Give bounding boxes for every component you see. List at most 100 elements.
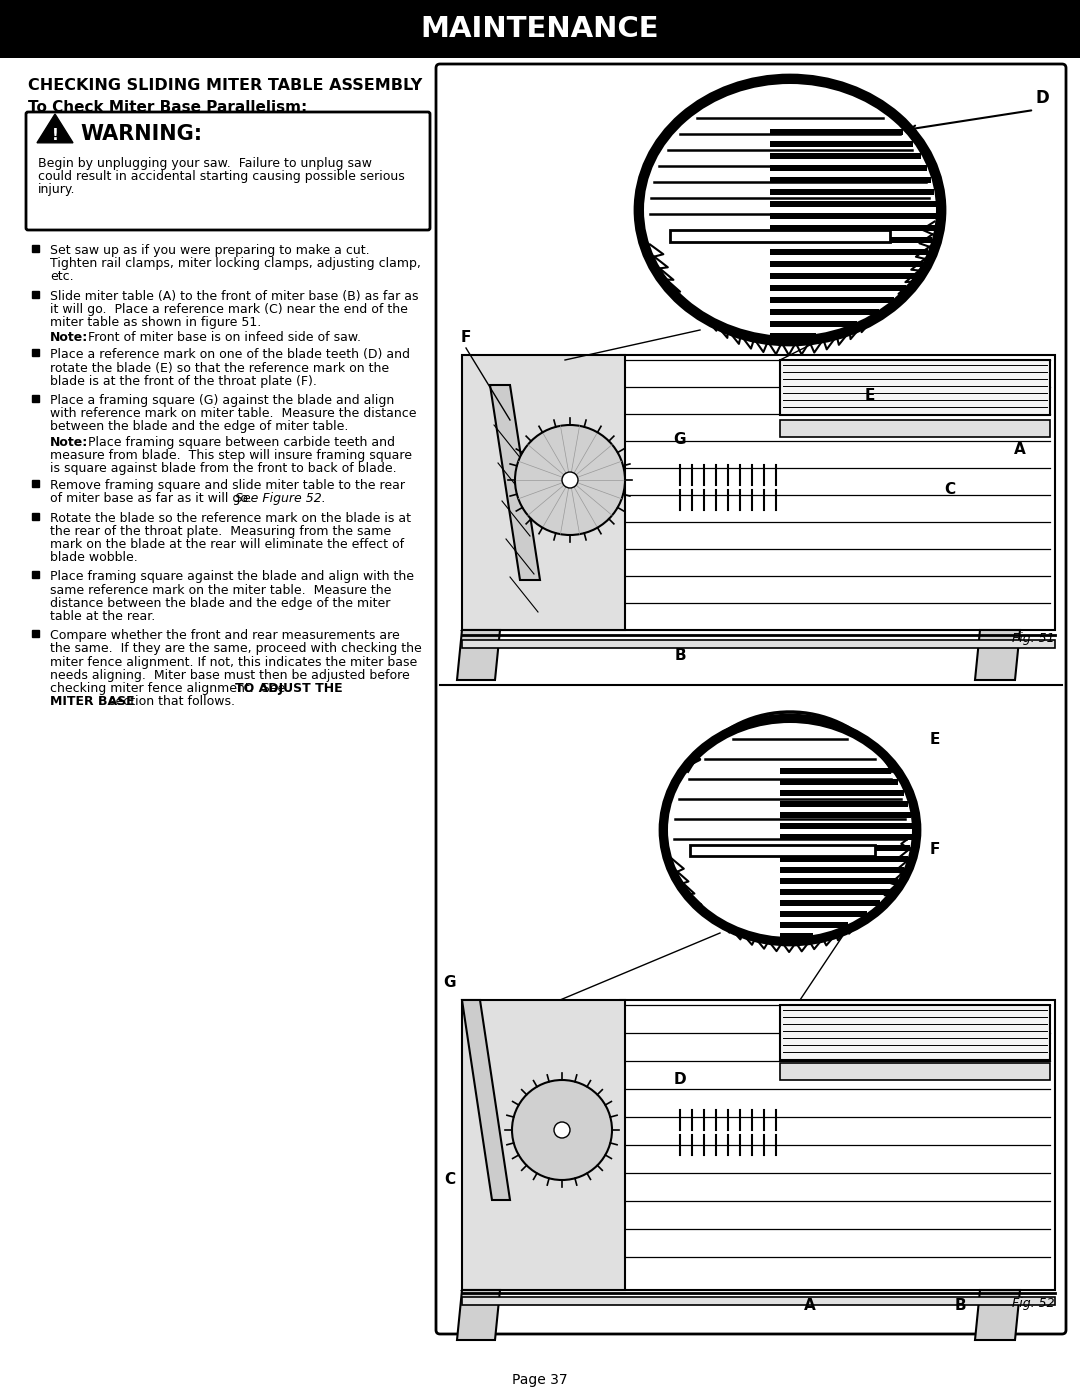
Bar xyxy=(780,868,904,873)
Text: needs aligning.  Miter base must then be adjusted before: needs aligning. Miter base must then be … xyxy=(50,669,409,682)
Text: Tighten rail clamps, miter locking clamps, adjusting clamp,: Tighten rail clamps, miter locking clamp… xyxy=(50,257,421,270)
Text: blade wobble.: blade wobble. xyxy=(50,552,138,564)
Text: WARNING:: WARNING: xyxy=(80,124,202,144)
Text: mark on the blade at the rear will eliminate the effect of: mark on the blade at the rear will elimi… xyxy=(50,538,404,550)
Text: Rotate the blade so the reference mark on the blade is at: Rotate the blade so the reference mark o… xyxy=(50,511,411,525)
Bar xyxy=(780,834,912,840)
Polygon shape xyxy=(457,630,500,680)
Text: G: G xyxy=(444,975,456,990)
Bar xyxy=(780,845,910,851)
Bar xyxy=(770,237,932,243)
Text: Page 37: Page 37 xyxy=(512,1373,568,1387)
Polygon shape xyxy=(670,231,890,242)
Text: MAINTENANCE: MAINTENANCE xyxy=(421,15,659,43)
Bar xyxy=(0,0,1080,59)
Polygon shape xyxy=(462,1000,625,1289)
Text: etc.: etc. xyxy=(50,271,73,284)
Polygon shape xyxy=(975,1289,1020,1340)
Bar xyxy=(770,332,815,339)
Bar xyxy=(770,141,913,147)
Bar xyxy=(770,261,923,267)
Text: blade is at the front of the throat plate (F).: blade is at the front of the throat plat… xyxy=(50,374,316,388)
Text: Front of miter base is on infeed side of saw.: Front of miter base is on infeed side of… xyxy=(84,331,361,344)
Bar xyxy=(770,225,935,231)
Text: could result in accidental starting causing possible serious: could result in accidental starting caus… xyxy=(38,170,405,183)
Text: Set saw up as if you were preparing to make a cut.: Set saw up as if you were preparing to m… xyxy=(50,244,369,257)
Text: C: C xyxy=(445,1172,456,1187)
Text: CHECKING SLIDING MITER TABLE ASSEMBLY: CHECKING SLIDING MITER TABLE ASSEMBLY xyxy=(28,78,422,94)
Text: Place framing square against the blade and align with the: Place framing square against the blade a… xyxy=(50,570,414,584)
Text: C: C xyxy=(944,482,956,497)
Text: of miter base as far as it will go.: of miter base as far as it will go. xyxy=(50,492,260,506)
Ellipse shape xyxy=(660,715,920,944)
Bar xyxy=(770,212,936,219)
Bar xyxy=(32,291,39,298)
Text: B: B xyxy=(955,1298,966,1313)
Text: miter fence alignment. If not, this indicates the miter base: miter fence alignment. If not, this indi… xyxy=(50,655,417,669)
Bar xyxy=(770,154,921,159)
Text: Fig. 51: Fig. 51 xyxy=(1012,631,1055,645)
Bar xyxy=(780,780,899,785)
Text: it will go.  Place a reference mark (C) near the end of the: it will go. Place a reference mark (C) n… xyxy=(50,303,408,316)
Bar xyxy=(770,201,935,207)
Polygon shape xyxy=(462,355,1055,630)
Polygon shape xyxy=(462,1000,510,1200)
Polygon shape xyxy=(780,360,1050,415)
Bar xyxy=(780,888,890,895)
Text: F: F xyxy=(461,330,471,345)
Bar xyxy=(32,481,39,488)
Text: table at the rear.: table at the rear. xyxy=(50,610,156,623)
Bar xyxy=(770,285,906,291)
Bar xyxy=(780,933,813,939)
Text: Fig. 52: Fig. 52 xyxy=(1012,1296,1055,1310)
Bar xyxy=(780,856,908,862)
Text: miter table as shown in figure 51.: miter table as shown in figure 51. xyxy=(50,316,261,330)
Bar xyxy=(780,877,897,884)
Text: Begin by unplugging your saw.  Failure to unplug saw: Begin by unplugging your saw. Failure to… xyxy=(38,156,372,170)
Text: Note:: Note: xyxy=(50,331,89,344)
Polygon shape xyxy=(37,115,73,142)
Text: rotate the blade (E) so that the reference mark on the: rotate the blade (E) so that the referen… xyxy=(50,362,389,374)
Text: checking miter fence alignment.  See: checking miter fence alignment. See xyxy=(50,682,289,694)
Bar xyxy=(462,1296,1055,1305)
Text: A: A xyxy=(805,1298,815,1313)
Bar xyxy=(780,812,910,819)
Bar xyxy=(32,571,39,578)
Circle shape xyxy=(512,1080,612,1180)
Text: F: F xyxy=(930,842,941,858)
Bar xyxy=(780,800,908,807)
Text: G: G xyxy=(674,433,686,447)
Bar xyxy=(780,922,848,928)
Bar xyxy=(780,823,912,828)
Ellipse shape xyxy=(644,84,936,337)
Text: distance between the blade and the edge of the miter: distance between the blade and the edge … xyxy=(50,597,390,610)
Bar xyxy=(770,298,894,303)
Text: B: B xyxy=(674,647,686,662)
Polygon shape xyxy=(780,420,1050,437)
Bar xyxy=(770,309,879,314)
Text: the rear of the throat plate.  Measuring from the same: the rear of the throat plate. Measuring … xyxy=(50,525,391,538)
Polygon shape xyxy=(462,1000,1055,1289)
Bar xyxy=(770,129,903,136)
Ellipse shape xyxy=(635,75,945,345)
Bar xyxy=(462,640,1055,648)
Ellipse shape xyxy=(669,724,912,937)
Text: Compare whether the front and rear measurements are: Compare whether the front and rear measu… xyxy=(50,629,400,643)
Text: TO ADJUST THE: TO ADJUST THE xyxy=(235,682,342,694)
Text: MITER BASE: MITER BASE xyxy=(50,696,135,708)
Text: between the blade and the edge of miter table.: between the blade and the edge of miter … xyxy=(50,420,349,433)
Text: !: ! xyxy=(52,129,58,144)
Circle shape xyxy=(554,1122,570,1139)
Polygon shape xyxy=(780,1063,1050,1080)
Text: D: D xyxy=(1035,89,1049,108)
Polygon shape xyxy=(975,630,1020,680)
Bar xyxy=(32,513,39,520)
Bar xyxy=(770,177,931,183)
Text: section that follows.: section that follows. xyxy=(105,696,235,708)
Circle shape xyxy=(562,472,578,488)
Bar xyxy=(770,189,934,196)
Text: Place a reference mark on one of the blade teeth (D) and: Place a reference mark on one of the bla… xyxy=(50,348,410,362)
FancyBboxPatch shape xyxy=(436,64,1066,1334)
Bar xyxy=(32,244,39,251)
Text: A: A xyxy=(1014,443,1026,457)
